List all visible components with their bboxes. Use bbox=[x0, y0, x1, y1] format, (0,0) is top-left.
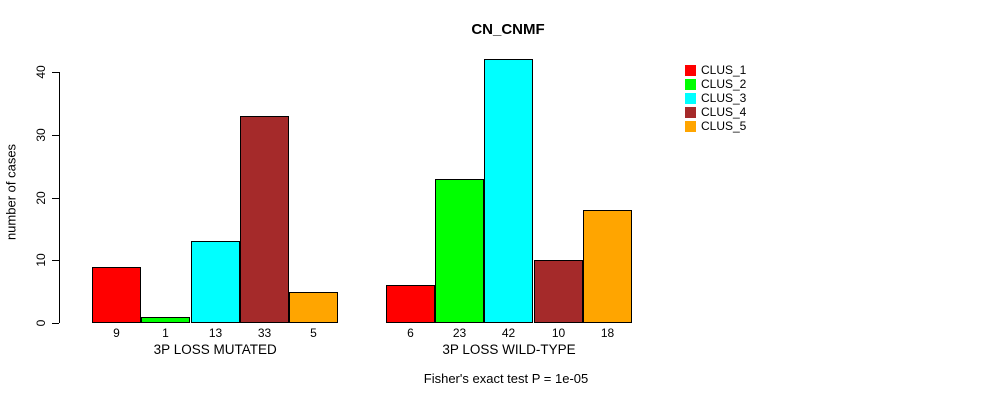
legend-swatch-clus-4 bbox=[685, 107, 696, 118]
category-label-3p-loss-wild-type: 3P LOSS WILD-TYPE bbox=[442, 342, 576, 357]
bar-clus-1-3p-loss-mutated bbox=[92, 267, 141, 323]
y-axis-tick bbox=[52, 134, 59, 136]
legend-item-clus-3: CLUS_3 bbox=[685, 91, 747, 105]
fisher-test-annotation: Fisher's exact test P = 1e-05 bbox=[423, 371, 589, 386]
legend-swatch-clus-3 bbox=[685, 93, 696, 104]
y-axis-label: number of cases bbox=[3, 143, 19, 241]
legend-label: CLUS_2 bbox=[701, 77, 747, 91]
legend-label: CLUS_4 bbox=[701, 105, 747, 119]
y-axis-tick-label: 10 bbox=[34, 253, 48, 267]
y-axis-line bbox=[59, 72, 60, 323]
bar-value-label: 33 bbox=[257, 326, 272, 340]
legend-label: CLUS_3 bbox=[701, 91, 747, 105]
bar-clus-3-3p-loss-mutated bbox=[191, 241, 240, 323]
bar-value-label: 18 bbox=[600, 326, 615, 340]
y-axis-tick bbox=[52, 197, 59, 199]
legend-swatch-clus-5 bbox=[685, 121, 696, 132]
bar-clus-3-3p-loss-wild-type bbox=[484, 59, 533, 323]
y-axis-tick-label: 30 bbox=[34, 128, 48, 142]
y-axis-tick-label: 20 bbox=[34, 190, 48, 205]
legend-item-clus-4: CLUS_4 bbox=[685, 105, 747, 119]
bar-clus-1-3p-loss-wild-type bbox=[386, 285, 435, 323]
y-axis-tick bbox=[52, 323, 59, 324]
legend-item-clus-2: CLUS_2 bbox=[685, 77, 747, 91]
bar-clus-2-3p-loss-wild-type bbox=[435, 179, 484, 323]
chart-title: CN_CNMF bbox=[471, 21, 545, 38]
bar-value-label: 1 bbox=[162, 326, 169, 340]
y-axis-tick bbox=[52, 72, 59, 73]
bar-clus-4-3p-loss-wild-type bbox=[534, 260, 583, 323]
bar-value-label: 42 bbox=[501, 326, 516, 340]
y-axis-tick-label: 0 bbox=[34, 319, 48, 327]
legend-swatch-clus-1 bbox=[685, 65, 696, 76]
bar-value-label: 13 bbox=[208, 326, 223, 340]
legend-label: CLUS_5 bbox=[701, 119, 747, 133]
bar-value-label: 23 bbox=[452, 326, 467, 340]
bar-value-label: 10 bbox=[551, 326, 566, 340]
category-label-3p-loss-mutated: 3P LOSS MUTATED bbox=[153, 342, 277, 357]
legend-item-clus-5: CLUS_5 bbox=[685, 119, 747, 133]
legend-swatch-clus-2 bbox=[685, 79, 696, 90]
bar-value-label: 9 bbox=[113, 326, 120, 340]
bar-clus-2-3p-loss-mutated bbox=[141, 317, 190, 323]
legend-label: CLUS_1 bbox=[701, 63, 747, 77]
legend: CLUS_1 CLUS_2 CLUS_3 CLUS_4 CLUS_5 bbox=[685, 63, 747, 135]
y-axis-tick-label: 40 bbox=[34, 65, 48, 79]
bar-value-label: 5 bbox=[310, 326, 317, 340]
bar-clus-4-3p-loss-mutated bbox=[240, 116, 289, 323]
bar-clus-5-3p-loss-mutated bbox=[289, 292, 338, 323]
bar-clus-5-3p-loss-wild-type bbox=[583, 210, 632, 323]
legend-item-clus-1: CLUS_1 bbox=[685, 63, 747, 77]
y-axis-tick bbox=[52, 260, 59, 262]
bar-value-label: 6 bbox=[407, 326, 414, 340]
